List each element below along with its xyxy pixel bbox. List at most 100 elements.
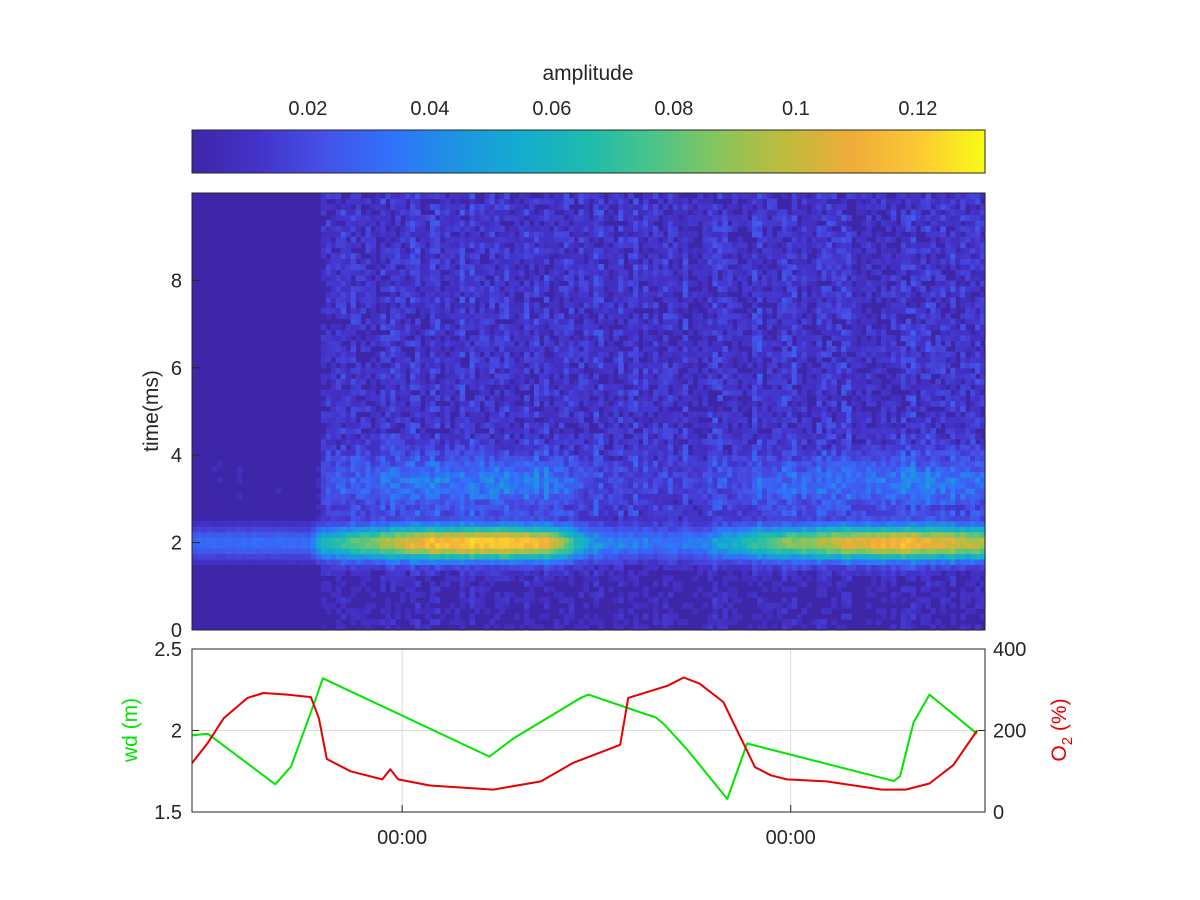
- heatmap-cell: [548, 537, 555, 544]
- heatmap-cell: [578, 253, 585, 260]
- heatmap-cell: [474, 236, 481, 243]
- heatmap-cell: [360, 285, 367, 292]
- heatmap-cell: [494, 537, 500, 544]
- heatmap-cell: [370, 411, 376, 418]
- heatmap-cell: [647, 324, 654, 331]
- heatmap-cell: [489, 318, 495, 325]
- heatmap-cell: [350, 356, 357, 363]
- heatmap-cell: [682, 406, 689, 413]
- heatmap-cell: [598, 307, 604, 314]
- heatmap-cell: [350, 553, 357, 560]
- heatmap-cell: [652, 597, 659, 604]
- heatmap-cell: [424, 466, 431, 473]
- heatmap-cell: [296, 548, 302, 555]
- heatmap-cell: [682, 455, 689, 462]
- heatmap-cell: [439, 214, 446, 221]
- heatmap-cell: [647, 203, 654, 210]
- heatmap-cell: [509, 558, 515, 566]
- heatmap-cell: [509, 264, 515, 271]
- heatmap-cell: [459, 515, 466, 522]
- heatmap-cell: [251, 537, 258, 544]
- heatmap-cell: [454, 203, 461, 210]
- heatmap-cell: [697, 373, 704, 380]
- heatmap-cell: [449, 247, 456, 254]
- heatmap-cell: [459, 242, 466, 249]
- heatmap-cell: [573, 291, 580, 298]
- heatmap-cell: [266, 537, 272, 544]
- heatmap-cell: [365, 236, 372, 243]
- heatmap-cell: [558, 416, 565, 424]
- heatmap-cell: [449, 493, 456, 500]
- heatmap-cell: [494, 214, 500, 221]
- heatmap-cell: [489, 449, 495, 456]
- heatmap-cell: [509, 203, 515, 210]
- heatmap-cell: [533, 400, 540, 407]
- heatmap-cell: [573, 515, 580, 522]
- heatmap-cell: [459, 477, 466, 484]
- heatmap-cell: [514, 526, 520, 533]
- heatmap-cell: [439, 477, 446, 484]
- heatmap-cell: [524, 427, 530, 434]
- heatmap-cell: [350, 504, 357, 511]
- heatmap-cell: [350, 236, 357, 243]
- heatmap-cell: [449, 351, 456, 358]
- heatmap-cell: [419, 296, 426, 303]
- heatmap-cell: [325, 335, 332, 342]
- heatmap-cell: [633, 214, 639, 221]
- heatmap-cell: [276, 553, 282, 560]
- heatmap-cell: [459, 422, 466, 429]
- heatmap-cell: [325, 340, 332, 347]
- heatmap-cell: [533, 531, 540, 538]
- heatmap-cell: [424, 482, 431, 489]
- heatmap-cell: [613, 416, 619, 424]
- heatmap-cell: [568, 395, 575, 402]
- heatmap-cell: [667, 526, 674, 533]
- heatmap-cell: [538, 411, 545, 418]
- heatmap-cell: [489, 335, 495, 342]
- heatmap-cell: [355, 378, 362, 385]
- heatmap-cell: [643, 531, 649, 538]
- heatmap-cell: [320, 537, 327, 544]
- heatmap-cell: [677, 400, 684, 407]
- heatmap-cell: [335, 433, 342, 440]
- heatmap-cell: [429, 307, 436, 314]
- heatmap-cell: [380, 351, 386, 358]
- heatmap-cell: [415, 225, 421, 232]
- heatmap-cell: [533, 198, 540, 205]
- heatmap-cell: [330, 509, 337, 516]
- heatmap-cell: [638, 362, 644, 369]
- heatmap-cell: [256, 526, 262, 533]
- heatmap-cell: [449, 193, 456, 200]
- heatmap-cell: [553, 471, 560, 478]
- heatmap-cell: [529, 214, 535, 221]
- heatmap-cell: [281, 531, 287, 538]
- heatmap-cell: [529, 203, 535, 210]
- heatmap-cell: [484, 509, 490, 516]
- heatmap-cell: [410, 203, 416, 210]
- heatmap-cell: [241, 537, 248, 544]
- heatmap-cell: [677, 586, 684, 593]
- heatmap-cell: [494, 411, 500, 418]
- heatmap-cell: [618, 269, 624, 276]
- heatmap-cell: [563, 482, 570, 489]
- heatmap-cell: [449, 553, 456, 560]
- heatmap-cell: [568, 438, 575, 445]
- heatmap-cell: [400, 482, 406, 489]
- heatmap-cell: [400, 203, 406, 210]
- heatmap-cell: [330, 373, 337, 380]
- heatmap-cell: [291, 531, 297, 538]
- heatmap-cell: [514, 236, 520, 243]
- heatmap-cell: [543, 296, 550, 303]
- heatmap-cell: [613, 384, 619, 391]
- heatmap-cell: [519, 209, 525, 216]
- heatmap-cell: [360, 515, 367, 522]
- heatmap-cell: [682, 335, 689, 342]
- heatmap-cell: [469, 586, 476, 593]
- heatmap-cell: [682, 220, 689, 227]
- heatmap-cell: [489, 307, 495, 314]
- heatmap-cell: [365, 553, 372, 560]
- heatmap-cell: [548, 586, 555, 593]
- heatmap-cell: [524, 537, 530, 544]
- heatmap-cell: [702, 378, 709, 385]
- heatmap-cell: [370, 564, 376, 571]
